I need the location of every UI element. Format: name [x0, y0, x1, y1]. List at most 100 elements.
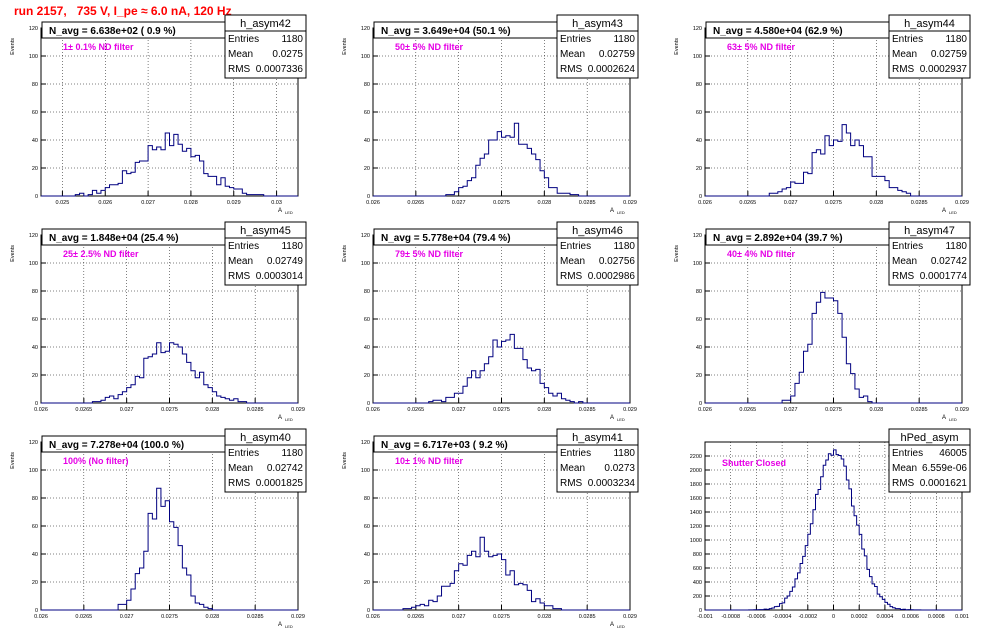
y-tick-label: 120: [693, 233, 702, 239]
pad-h_asym44: 0.026 0.0265 0.027 0.0275 0.028 0.0285 0.029 0 2…: [664, 14, 996, 220]
stats-key: Entries: [892, 448, 923, 459]
x-tick-label: 0.0285: [579, 407, 596, 413]
stats-value: 0.0001774: [920, 271, 968, 282]
x-tick-label: 0.0275: [825, 407, 842, 413]
y-tick-label: 120: [693, 26, 702, 32]
y-tick-label: 0: [367, 608, 370, 614]
pad-h_asym43: 0.026 0.0265 0.027 0.0275 0.028 0.0285 0.029 0 2…: [332, 14, 664, 220]
x-tick-label: 0.027: [141, 200, 155, 206]
y-tick-label: 20: [364, 373, 370, 379]
x-tick-label: 0.029: [291, 407, 305, 413]
stats-box: h_asym40 Entries 1180 Mean 0.02742 RMS 0.00018…: [224, 428, 307, 493]
x-tick-label: 0.028: [205, 614, 219, 620]
y-tick-label: 60: [32, 110, 38, 116]
x-tick-label: 0.029: [955, 200, 969, 206]
x-tick-label: 0.0004: [876, 614, 893, 620]
stats-key: Mean: [228, 49, 253, 60]
x-tick-label: 0.028: [537, 407, 551, 413]
pad-h_asym40: 0.026 0.0265 0.027 0.0275 0.028 0.0285 0.029 0 2…: [0, 428, 332, 634]
y-tick-label: 100: [29, 54, 38, 60]
navg-box-frame: [705, 228, 890, 246]
x-tick-label: 0.028: [537, 614, 551, 620]
x-axis-label: A: [278, 622, 282, 628]
x-axis-label: A: [942, 208, 946, 214]
y-tick-label: 1000: [690, 538, 702, 544]
y-axis-label: Events: [10, 38, 16, 55]
y-tick-label: 60: [364, 110, 370, 116]
stats-title: h_asym45: [240, 225, 291, 237]
x-tick-label: 0.0275: [161, 614, 178, 620]
stats-box: h_asym43 Entries 1180 Mean 0.02759 RMS 0.00026…: [556, 14, 639, 79]
stats-box: h_asym46 Entries 1180 Mean 0.02756 RMS 0.00029…: [556, 221, 639, 286]
stats-title: h_asym47: [904, 225, 955, 237]
y-tick-label: 40: [32, 552, 38, 558]
y-tick-label: 20: [32, 373, 38, 379]
filter-label: 100% (No filter): [63, 456, 129, 466]
x-tick-label: 0.0285: [579, 200, 596, 206]
y-tick-label: 600: [693, 566, 702, 572]
x-tick-label: 0.028: [869, 407, 883, 413]
stats-value: 0.0003014: [256, 271, 304, 282]
stats-value: 0.0002937: [920, 64, 968, 75]
y-tick-label: 800: [693, 552, 702, 558]
stats-key: Entries: [892, 34, 923, 45]
stats-value: 0.0007336: [256, 64, 304, 75]
pad-h_asym41: 0.026 0.0265 0.027 0.0275 0.028 0.0285 0.029 0 2…: [332, 428, 664, 634]
x-tick-label: 0.0265: [407, 614, 424, 620]
stats-key: Mean: [228, 256, 253, 267]
x-tick-label: 0: [832, 614, 835, 620]
x-tick-label: 0.026: [34, 407, 48, 413]
x-tick-label: 0.0275: [493, 407, 510, 413]
histogram-series: [373, 333, 630, 404]
x-tick-label: 0.029: [955, 407, 969, 413]
y-tick-label: 200: [693, 594, 702, 600]
x-tick-label: 0.0285: [911, 200, 928, 206]
x-tick-label: 0.027: [120, 407, 134, 413]
stats-title: h_asym41: [572, 432, 623, 444]
y-tick-label: 0: [367, 194, 370, 200]
y-tick-label: 80: [364, 289, 370, 295]
histogram-series: [705, 124, 962, 197]
y-axis-label: Events: [342, 38, 348, 55]
navg-label: N_avg = 6.717e+03 ( 9.2 %): [381, 440, 508, 451]
stats-value: 0.02759: [599, 49, 636, 60]
y-tick-label: 0: [699, 401, 702, 407]
stats-key: Entries: [560, 34, 591, 45]
y-tick-label: 120: [29, 440, 38, 446]
stats-box-frame: [888, 428, 971, 493]
filter-label: 1± 0.1% ND filter: [63, 42, 134, 52]
stats-key: Entries: [560, 448, 591, 459]
y-tick-label: 80: [696, 289, 702, 295]
y-tick-label: 0: [699, 194, 702, 200]
stats-key: Mean: [892, 49, 917, 60]
x-tick-label: 0.03: [271, 200, 282, 206]
stats-box-frame: [556, 221, 639, 286]
x-tick-label: 0.0275: [161, 407, 178, 413]
y-tick-label: 0: [35, 194, 38, 200]
navg-box: N_avg = 4.580e+04 (62.9 %): [705, 21, 890, 39]
navg-box-frame: [41, 21, 226, 39]
histogram-h_asym43: 0.026 0.0265 0.027 0.0275 0.028 0.0285 0.029 0 2…: [342, 14, 639, 215]
x-tick-label: 0.0285: [911, 407, 928, 413]
stats-key: RMS: [228, 478, 251, 489]
x-axis-label: A: [610, 415, 614, 421]
y-tick-label: 100: [29, 261, 38, 267]
y-tick-label: 20: [364, 580, 370, 586]
stats-value: 1180: [281, 241, 303, 252]
stats-value: 0.02742: [931, 256, 968, 267]
navg-box-frame: [705, 21, 890, 39]
y-tick-label: 1200: [690, 524, 702, 530]
y-tick-label: 120: [361, 440, 370, 446]
histogram-series: [705, 449, 962, 611]
y-tick-label: 80: [32, 496, 38, 502]
x-tick-label: 0.027: [452, 614, 466, 620]
x-tick-label: 0.026: [98, 200, 112, 206]
stats-key: RMS: [892, 64, 915, 75]
x-tick-label: 0.026: [34, 614, 48, 620]
stats-key: RMS: [228, 271, 251, 282]
y-tick-label: 80: [32, 82, 38, 88]
y-tick-label: 60: [32, 524, 38, 530]
stats-title: hPed_asym: [900, 432, 958, 444]
y-tick-label: 0: [35, 401, 38, 407]
stats-key: Entries: [228, 34, 259, 45]
